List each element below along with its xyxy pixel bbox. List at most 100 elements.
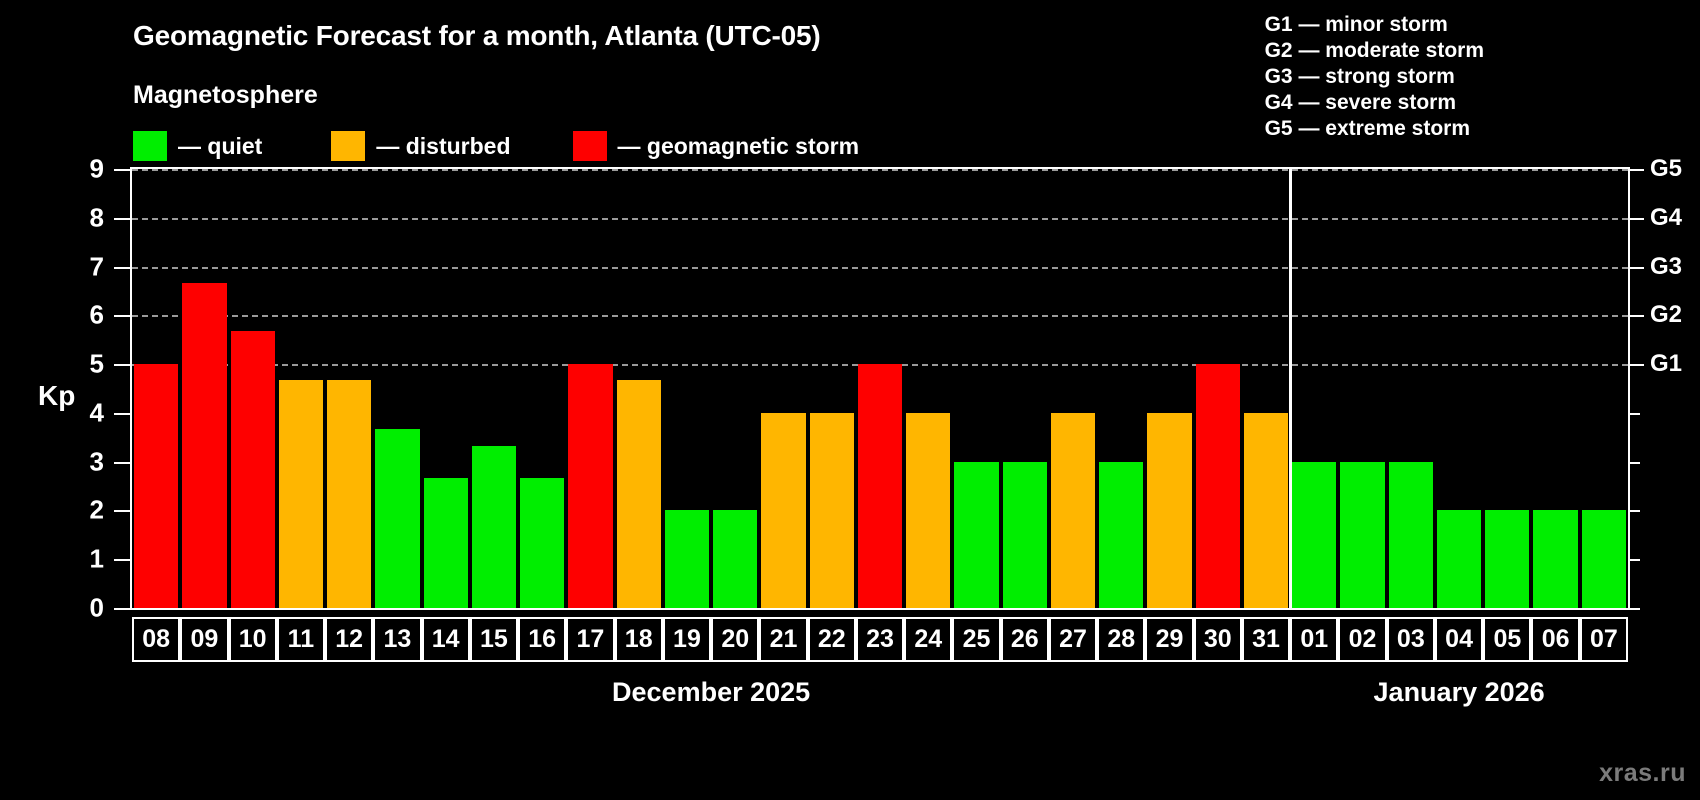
bar-day-14[interactable] [423,477,468,608]
y-tick-label-5: 5 [89,348,104,379]
day-label-18[interactable]: 18 [614,617,663,662]
bar-day-31[interactable] [1243,412,1289,608]
bar-day-13[interactable] [375,429,420,608]
g-tick-minor-1 [1630,559,1640,562]
bar-day-21[interactable] [761,412,806,608]
bar-day-19[interactable] [664,510,710,608]
bar-day-01[interactable] [1292,461,1337,608]
gridline-kp-7 [132,266,1628,269]
y-axis-title: Kp [38,380,76,411]
day-label-21[interactable]: 21 [759,617,808,662]
y-tick-mark-8 [114,217,130,220]
bar-day-18[interactable] [616,380,661,608]
bar-day-16[interactable] [520,477,565,608]
bar-day-20[interactable] [713,510,758,608]
bar-day-12[interactable] [327,380,372,608]
bar-day-27[interactable] [1050,412,1096,608]
plot-area [130,167,1630,610]
month-divider [1288,169,1292,608]
day-label-26[interactable]: 26 [1000,617,1049,662]
bar-day-26[interactable] [1002,461,1047,608]
g-tick-mark-g4 [1630,217,1644,220]
day-label-12[interactable]: 12 [325,617,374,662]
gscale-legend-line-g1: G1 — minor storm [1264,13,1448,36]
bar-day-23[interactable] [857,364,903,608]
day-label-07[interactable]: 07 [1579,617,1628,662]
day-label-29[interactable]: 29 [1145,617,1194,662]
day-label-06[interactable]: 06 [1531,617,1580,662]
day-label-14[interactable]: 14 [421,617,470,662]
day-label-28[interactable]: 28 [1097,617,1146,662]
gridline-kp-6 [132,315,1628,318]
y-tick-label-7: 7 [89,251,104,282]
bar-day-03[interactable] [1388,461,1433,608]
gscale-legend-line-g5: G5 — extreme storm [1264,117,1471,140]
y-tick-label-8: 8 [89,202,104,233]
bar-day-30[interactable] [1195,364,1240,608]
day-label-20[interactable]: 20 [711,617,760,662]
bar-day-29[interactable] [1147,412,1192,608]
day-label-04[interactable]: 04 [1434,617,1484,662]
y-tick-mark-4 [114,412,130,415]
bar-day-28[interactable] [1099,461,1144,608]
bar-day-25[interactable] [954,461,999,608]
plot-inner [132,169,1628,608]
day-label-19[interactable]: 19 [662,617,712,662]
page-title: Geomagnetic Forecast for a month, Atlant… [133,20,821,51]
day-label-01[interactable]: 01 [1290,617,1339,662]
gscale-legend-line-g3: G3 — strong storm [1264,65,1455,88]
y-tick-label-0: 0 [89,592,104,623]
day-label-17[interactable]: 17 [566,617,615,662]
g-tick-label-g2: G2 [1650,301,1683,329]
quiet-swatch [133,131,167,161]
day-label-31[interactable]: 31 [1241,617,1291,662]
bar-day-15[interactable] [471,445,517,608]
bar-day-08[interactable] [134,364,179,608]
y-tick-mark-5 [114,364,130,367]
day-label-24[interactable]: 24 [904,617,953,662]
day-label-11[interactable]: 11 [276,617,326,662]
day-label-02[interactable]: 02 [1338,617,1387,662]
gridline-kp-8 [132,217,1628,220]
bar-day-04[interactable] [1436,510,1482,608]
y-tick-label-4: 4 [89,397,104,428]
day-label-25[interactable]: 25 [952,617,1001,662]
day-label-05[interactable]: 05 [1483,617,1532,662]
y-tick-label-9: 9 [89,153,104,184]
bar-day-24[interactable] [906,412,951,608]
bar-day-11[interactable] [278,380,324,608]
day-label-10[interactable]: 10 [228,617,277,662]
day-label-30[interactable]: 30 [1193,617,1242,662]
month-label-december: December 2025 [612,677,811,707]
day-label-15[interactable]: 15 [469,617,519,662]
y-tick-mark-9 [114,169,130,171]
day-label-13[interactable]: 13 [373,617,422,662]
g-tick-label-g5: G5 [1650,155,1683,182]
legend-item-quiet: — quiet [133,131,262,161]
day-label-08[interactable]: 08 [132,617,181,662]
bar-day-02[interactable] [1340,461,1385,608]
storm-swatch [572,131,607,161]
bar-day-22[interactable] [809,412,854,608]
bar-day-06[interactable] [1533,510,1578,608]
day-label-22[interactable]: 22 [807,617,856,662]
bar-day-10[interactable] [230,331,275,608]
legend-label: — geomagnetic storm [617,132,860,159]
gscale-legend-line-g2: G2 — moderate storm [1264,39,1484,62]
bar-day-07[interactable] [1581,510,1626,608]
bar-day-17[interactable] [568,364,613,608]
gscale-legend: G1 — minor storm G2 — moderate storm G3 — … [1265,12,1484,142]
day-label-23[interactable]: 23 [855,617,905,662]
day-label-09[interactable]: 09 [180,617,229,662]
bar-day-09[interactable] [182,282,227,608]
g-tick-mark-g1 [1630,364,1644,367]
bar-day-05[interactable] [1485,510,1530,608]
g-tick-minor-2 [1630,510,1640,513]
day-label-03[interactable]: 03 [1386,617,1435,662]
y-tick-mark-7 [114,266,130,269]
day-label-27[interactable]: 27 [1048,617,1098,662]
day-label-16[interactable]: 16 [518,617,567,662]
g-tick-mark-g2 [1630,315,1644,318]
legend-item-geomagneticstorm: — geomagnetic storm [572,131,860,161]
gscale-legend-line-g4: G4 — severe storm [1264,91,1457,114]
